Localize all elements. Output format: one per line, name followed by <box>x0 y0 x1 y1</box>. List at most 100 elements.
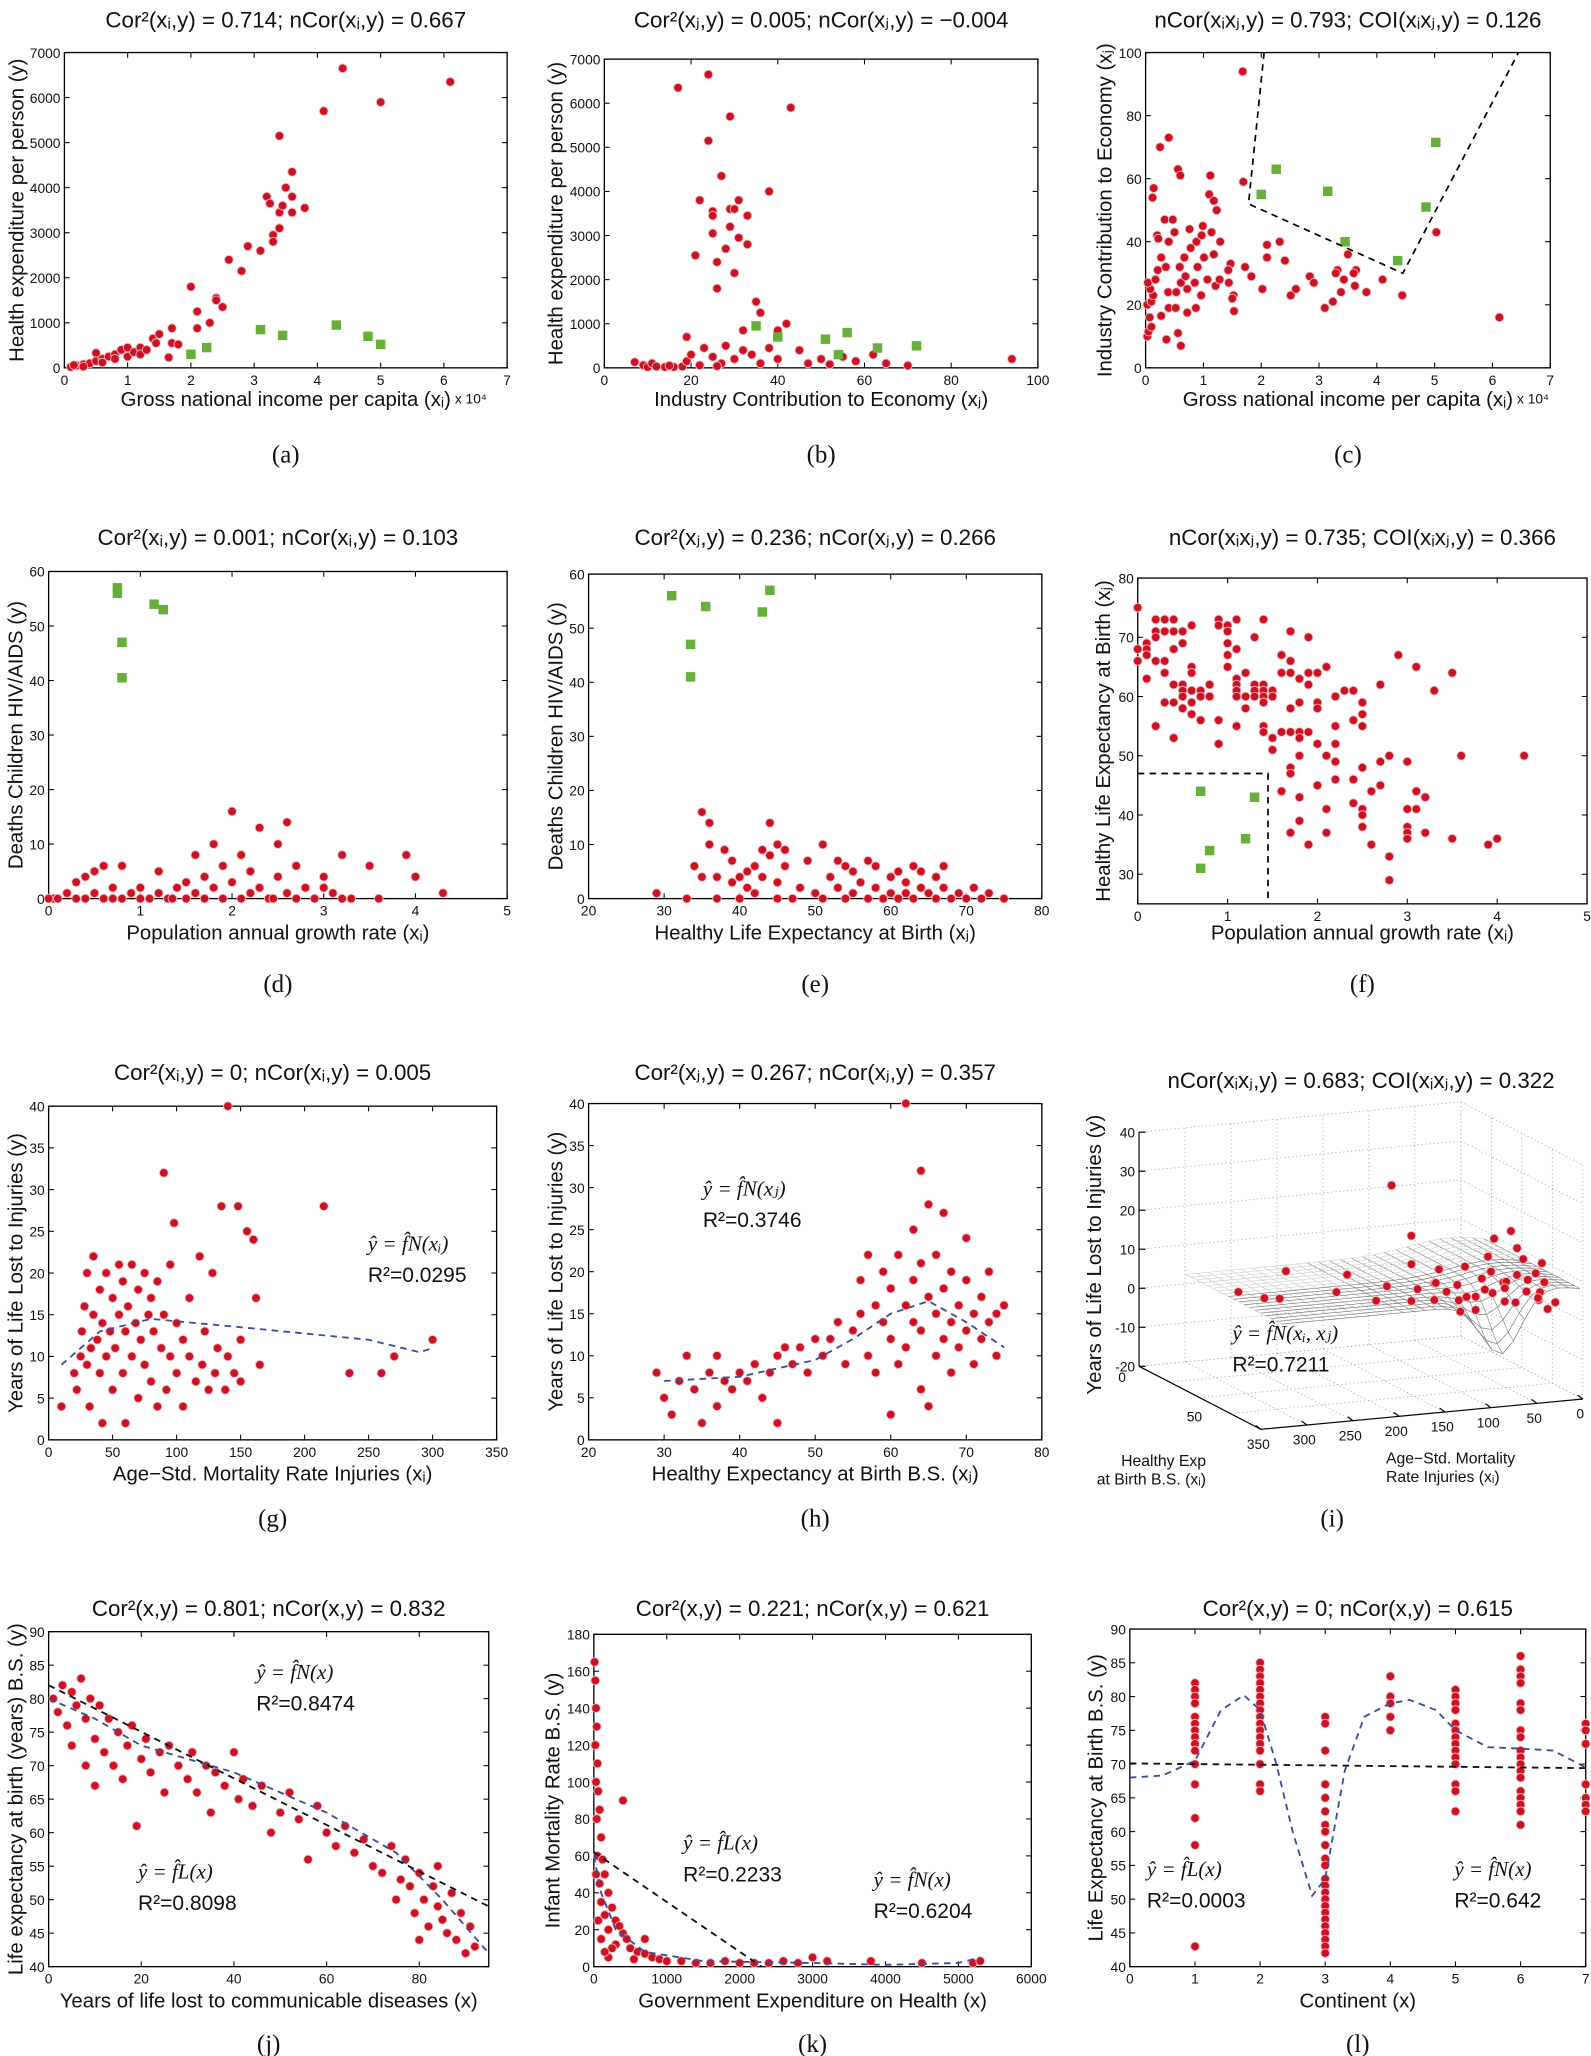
data-point <box>287 207 297 218</box>
grid-line <box>1230 1382 1553 1414</box>
data-point <box>1202 274 1213 285</box>
data-point <box>110 354 120 364</box>
data-point <box>712 1401 722 1412</box>
x-tick-label: 2 <box>1256 1972 1264 1987</box>
data-point <box>1321 662 1332 672</box>
data-point <box>1328 296 1338 307</box>
data-point <box>1450 1705 1461 1715</box>
x-tick-label: 0 <box>61 373 69 388</box>
outlier-point <box>685 639 696 650</box>
data-point <box>1434 1264 1444 1275</box>
data-point <box>203 1385 214 1395</box>
data-point <box>1159 668 1170 678</box>
y-tick-label: 6000 <box>570 96 601 111</box>
data-point <box>227 806 237 817</box>
data-point <box>312 1801 323 1811</box>
y-tick-label: 180 <box>567 1628 590 1643</box>
y-tick-label: 2000 <box>30 271 61 286</box>
data-point <box>1452 1280 1463 1290</box>
data-point <box>1377 274 1388 285</box>
data-point <box>1580 1779 1591 1790</box>
data-point <box>734 872 745 882</box>
data-point <box>825 1334 836 1344</box>
data-point <box>182 1774 193 1784</box>
data-point <box>152 1401 163 1412</box>
y-tick-label: 80 <box>1111 1690 1127 1705</box>
y-tick-label: 30 <box>29 728 45 743</box>
y-tick-label: 10 <box>29 1350 45 1365</box>
data-point <box>127 1259 137 1270</box>
data-point <box>870 882 881 893</box>
data-point <box>165 1351 176 1362</box>
data-point <box>1533 1293 1543 1303</box>
data-point <box>863 855 873 866</box>
data-point <box>742 1376 753 1386</box>
data-point <box>229 1368 240 1378</box>
data-point <box>337 893 347 904</box>
grid-line <box>1322 1348 1446 1413</box>
data-point <box>194 1251 205 1262</box>
x-tick-label: 5 <box>503 904 511 919</box>
outlier-point <box>666 591 677 601</box>
x-tick-label: 40 <box>770 373 786 388</box>
grid-line <box>1276 1352 1400 1417</box>
data-point <box>376 1368 387 1378</box>
data-point <box>1168 644 1179 654</box>
x-tick-label: 4 <box>1387 1972 1395 1987</box>
outlier-boundary-line <box>1247 52 1520 275</box>
data-point <box>1336 287 1346 297</box>
points-layer <box>1190 1651 1591 1958</box>
outlier-point <box>375 339 386 350</box>
data-point <box>98 861 109 871</box>
panel-label: (f) <box>1350 971 1375 998</box>
data-point <box>163 352 174 363</box>
data-point <box>712 1350 722 1361</box>
panel-j: 0 20 40 60 80 40 45 50 55 60 65 70 75 80 85 90 Cor²(x,y)… <box>5 1596 490 2056</box>
data-point <box>1515 1678 1526 1688</box>
data-point <box>165 1259 176 1270</box>
plot-area <box>603 58 1039 369</box>
x-tick-label: 7 <box>1582 1972 1590 1987</box>
data-point <box>705 1958 716 1968</box>
y-tick-label: 90 <box>1111 1622 1127 1637</box>
data-point <box>254 822 265 833</box>
y-tick-label: 70 <box>1111 1757 1127 1772</box>
data-point <box>1285 827 1296 838</box>
data-point <box>235 1376 246 1387</box>
data-point <box>1213 739 1224 749</box>
data-point <box>999 1300 1009 1311</box>
data-point <box>893 893 904 904</box>
data-point <box>778 1956 789 1966</box>
data-point <box>192 323 203 334</box>
data-point <box>712 361 722 371</box>
data-point <box>1580 1806 1591 1817</box>
data-point <box>344 1368 355 1378</box>
data-point <box>885 1283 896 1294</box>
grid-line <box>1139 1335 1461 1367</box>
panel-label: (b) <box>807 441 836 468</box>
data-point <box>1182 284 1193 294</box>
data-point <box>908 1317 919 1327</box>
data-point <box>1320 1718 1331 1729</box>
y-axis-label: Infant Mortality Rate B.S. (y) <box>543 1673 565 1929</box>
data-point <box>729 268 740 278</box>
panel-label: (a) <box>272 441 300 468</box>
data-point <box>1303 839 1314 850</box>
data-point <box>190 888 201 898</box>
data-point <box>1229 306 1239 316</box>
x-axis-label: Gross national income per capita (xᵢ) <box>121 389 451 411</box>
data-point <box>108 1760 119 1771</box>
outlier-point <box>331 320 342 330</box>
data-point <box>659 1393 669 1403</box>
data-point <box>199 871 210 882</box>
data-point <box>640 1934 650 1944</box>
data-point <box>386 1841 397 1851</box>
data-point <box>1320 1793 1331 1803</box>
surface-mesh-line <box>1191 1239 1490 1278</box>
x-axis-label: Healthy Life Expectancy at Birth (xⱼ) <box>654 922 976 944</box>
x-tick-label: 100 <box>165 1445 188 1460</box>
data-point <box>199 893 210 904</box>
outlier-point <box>1195 786 1206 797</box>
y-tick-label: 60 <box>29 1826 45 1841</box>
